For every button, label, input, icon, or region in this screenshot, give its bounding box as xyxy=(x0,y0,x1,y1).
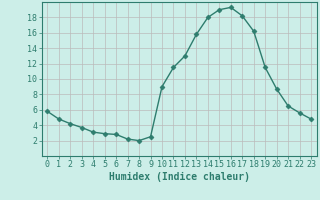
X-axis label: Humidex (Indice chaleur): Humidex (Indice chaleur) xyxy=(109,172,250,182)
